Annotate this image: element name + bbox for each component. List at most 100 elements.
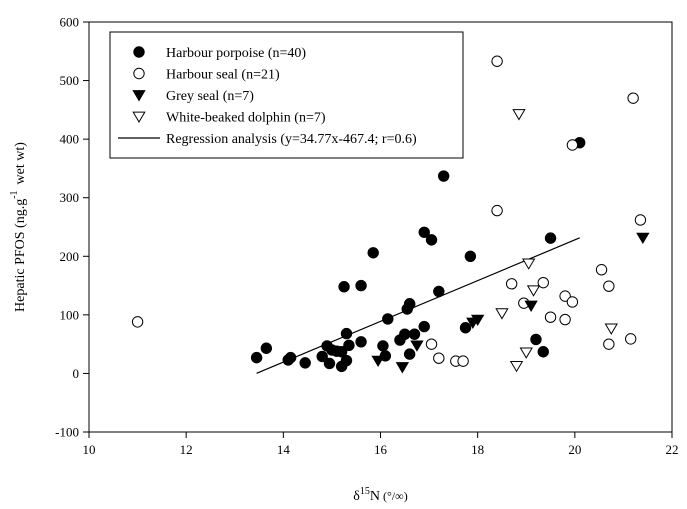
legend-symbol: [132, 90, 146, 102]
data-point: [433, 285, 445, 298]
data-point: [338, 281, 350, 293]
data-point: [459, 322, 472, 334]
data-point: [509, 360, 524, 373]
y-tick-label: 500: [60, 73, 80, 88]
data-point: [382, 313, 394, 325]
data-point: [355, 279, 367, 292]
data-point: [408, 328, 421, 340]
series-1: [131, 55, 647, 367]
data-point: [418, 320, 430, 333]
legend-label: Regression analysis (y=34.77x-467.4; r=0…: [166, 132, 417, 147]
x-axis-title-unit: (°/∞): [383, 489, 408, 503]
points-layer: [131, 55, 650, 374]
legend-symbol: [133, 67, 145, 80]
data-point: [470, 314, 485, 327]
y-tick-label: 0: [73, 366, 80, 381]
data-point: [343, 339, 355, 352]
data-point: [566, 296, 579, 308]
data-point: [410, 340, 424, 352]
data-point: [491, 204, 503, 217]
x-tick-label: 18: [471, 442, 484, 457]
data-point: [519, 347, 533, 359]
x-axis-title-prefix: δ: [353, 489, 360, 504]
data-point: [403, 298, 416, 311]
legend-label: White-beaked dolphin (n=7): [166, 111, 326, 126]
data-point: [627, 92, 639, 104]
data-point: [595, 264, 608, 276]
data-point: [340, 354, 353, 367]
data-point: [457, 355, 469, 367]
data-point: [323, 357, 336, 370]
legend-label: Grey seal (n=7): [166, 89, 254, 104]
data-point: [559, 313, 571, 326]
y-axis-title-main: Hepatic PFOS (ng.g: [13, 199, 28, 312]
series-0: [250, 136, 586, 373]
data-point: [522, 258, 536, 270]
data-point: [603, 280, 615, 292]
y-axis-title: Hepatic PFOS (ng.g-1 wet wt): [9, 142, 28, 312]
data-point: [377, 340, 389, 352]
series-2: [371, 232, 650, 374]
data-point: [636, 232, 650, 245]
data-point: [403, 348, 416, 360]
x-tick-label: 16: [374, 442, 388, 457]
data-point: [464, 250, 477, 262]
series-3: [495, 109, 618, 373]
data-point: [367, 247, 379, 259]
x-tick-label: 14: [277, 442, 291, 457]
data-point: [634, 214, 647, 226]
x-axis-title-sup: 15: [360, 486, 370, 497]
data-point: [399, 328, 411, 340]
y-axis-title-sup: -1: [9, 190, 20, 198]
x-tick-label: 20: [568, 442, 581, 457]
y-tick-label: 600: [60, 15, 80, 30]
y-tick-label: 300: [60, 190, 80, 205]
data-point: [425, 234, 438, 246]
data-point: [491, 55, 503, 67]
data-point: [566, 139, 579, 151]
y-axis-ticks: -100 0 100 200 300 400 500 600: [55, 15, 89, 440]
legend: Harbour porpoise (n=40) Harbour seal (n=2…: [109, 31, 464, 159]
data-point: [131, 316, 144, 328]
data-point: [544, 232, 557, 244]
legend-box: [109, 31, 464, 159]
y-tick-label: -100: [55, 425, 79, 440]
data-point: [316, 350, 328, 363]
y-axis-title-end: wet wt): [13, 142, 28, 185]
data-point: [604, 323, 618, 335]
data-point: [437, 170, 450, 182]
data-point: [526, 285, 541, 297]
data-point: [512, 109, 526, 121]
data-point: [395, 362, 410, 374]
data-point: [625, 333, 637, 345]
x-tick-label: 12: [180, 442, 193, 457]
legend-symbol: [133, 46, 145, 58]
x-tick-label: 10: [83, 442, 96, 457]
data-point: [495, 308, 509, 320]
legend-label: Harbour seal (n=21): [166, 68, 280, 83]
data-point: [335, 346, 348, 358]
data-point: [418, 226, 430, 238]
x-axis-ticks: 10 12 14 16 18 20 22: [83, 432, 679, 457]
data-point: [603, 338, 615, 350]
data-point: [355, 336, 367, 348]
data-point: [340, 327, 353, 340]
data-point: [260, 342, 273, 354]
data-point: [505, 278, 518, 290]
data-point: [250, 351, 263, 364]
x-axis-title-main: N: [370, 489, 380, 504]
data-point: [530, 333, 542, 346]
data-point: [371, 355, 385, 368]
y-tick-label: 400: [60, 132, 80, 147]
data-point: [559, 290, 571, 302]
data-point: [544, 311, 557, 323]
legend-label: Harbour porpoise (n=40): [166, 46, 306, 61]
data-point: [524, 300, 538, 312]
data-point: [284, 351, 297, 364]
data-point: [433, 352, 445, 364]
legend-symbol: [132, 111, 146, 123]
x-tick-label: 22: [666, 442, 679, 457]
data-point: [425, 338, 438, 350]
y-tick-label: 200: [60, 249, 80, 264]
